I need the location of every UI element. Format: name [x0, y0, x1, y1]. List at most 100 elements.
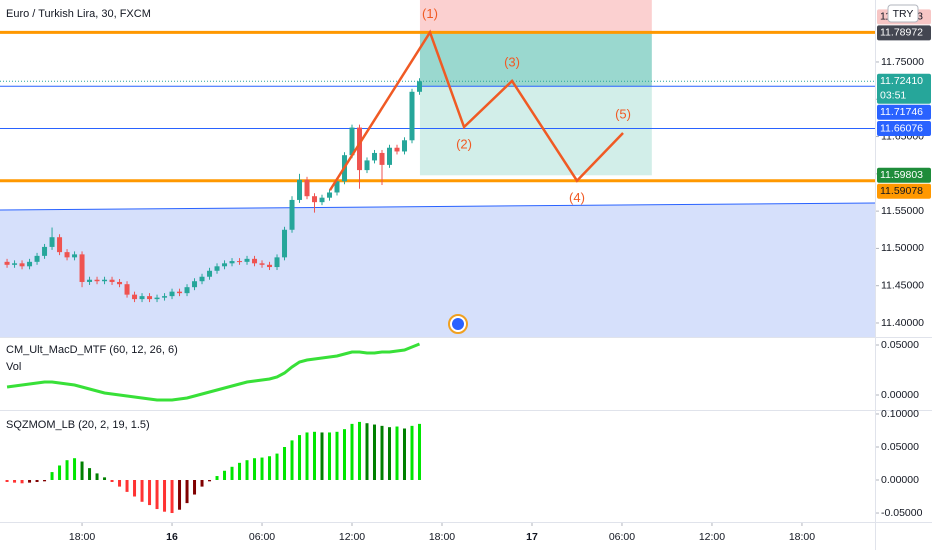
event-icon-inner: [452, 318, 464, 330]
price-badge: [877, 73, 931, 104]
candle-body: [267, 264, 273, 268]
stop-zone: [419, 0, 652, 33]
candle-body: [4, 261, 10, 265]
candle-body: [222, 263, 228, 267]
candle-body: [214, 266, 220, 271]
plot-area: (1) (2) (3) (4) (5): [0, 0, 879, 526]
candle-body: [327, 192, 333, 198]
y-tick-label: 11.45000: [881, 279, 924, 291]
wave-label: (1): [422, 6, 438, 21]
candle-body: [394, 147, 400, 152]
y-tick-label: 0.10000: [881, 408, 919, 420]
y-tick-label: 11.50000: [881, 242, 924, 254]
candle-body: [229, 261, 235, 264]
x-tick-label: 18:00: [429, 531, 455, 543]
candle-body: [252, 258, 258, 264]
indicator-title: CM_Ult_MacD_MTF (60, 12, 26, 6): [6, 344, 178, 356]
candle-body: [409, 91, 415, 141]
price-badge: [877, 104, 931, 120]
price-badge-label: 11.59078: [880, 185, 923, 197]
candle-body: [79, 254, 85, 282]
y-tick-label: -0.05000: [881, 507, 923, 519]
candle-body: [139, 296, 145, 300]
wave-label: (2): [456, 136, 472, 151]
candle-body: [372, 152, 378, 161]
candle-body: [94, 279, 100, 282]
candle-body: [259, 263, 265, 265]
candle-body: [207, 270, 213, 277]
candle-body: [319, 197, 325, 203]
chart-title: Euro / Turkish Lira, 30, FXCM: [6, 8, 151, 20]
candle-body: [132, 294, 138, 300]
x-tick-label: 17: [526, 531, 538, 543]
candle-body: [169, 291, 175, 297]
indicator-title: SQZMOM_LB (20, 2, 19, 1.5): [6, 419, 150, 431]
macd-line: [6, 342, 421, 402]
y-tick-label: 11.55000: [881, 205, 924, 217]
candle-body: [274, 257, 280, 268]
price-badge-label: 11.78972: [880, 27, 923, 39]
x-tick-label: 16: [166, 531, 178, 543]
wave-label: (3): [504, 54, 520, 69]
support-zone: [0, 202, 875, 337]
y-tick-label: 0.05000: [881, 441, 919, 453]
wave-label: (5): [615, 106, 631, 121]
candle-body: [282, 229, 288, 258]
y-tick-label: 0.05000: [881, 339, 919, 351]
x-tick-label: 18:00: [69, 531, 95, 543]
price-badge-label: 11.72410: [880, 75, 923, 87]
candle-body: [357, 127, 363, 171]
candle-body: [334, 181, 340, 193]
candle-body: [27, 261, 33, 267]
currency-label: TRY: [893, 8, 914, 20]
candle-body: [147, 296, 153, 300]
target-zone: [419, 32, 652, 87]
x-tick-label: 06:00: [609, 531, 635, 543]
candle-body: [42, 246, 48, 256]
x-tick-label: 06:00: [249, 531, 275, 543]
wave-label: (4): [569, 190, 585, 205]
y-tick-label: 11.75000: [881, 56, 924, 68]
countdown: 03:51: [880, 90, 906, 102]
candle-body: [304, 179, 310, 197]
candle-body: [34, 255, 40, 262]
candle-body: [364, 160, 370, 171]
candle-body: [124, 284, 130, 295]
x-tick-label: 12:00: [339, 531, 365, 543]
candle-body: [417, 81, 423, 92]
candle-body: [312, 196, 318, 203]
candle-body: [184, 287, 190, 294]
currency-badge[interactable]: [887, 4, 919, 23]
candle-body: [87, 279, 93, 282]
x-tick-label: 18:00: [789, 531, 815, 543]
price-badge-label: 11.66076: [880, 122, 923, 134]
candle-body: [109, 279, 115, 282]
candle-body: [199, 276, 205, 282]
candle-body: [177, 291, 183, 294]
candle-body: [12, 263, 18, 265]
candle-body: [19, 263, 25, 267]
candle-body: [349, 127, 355, 156]
price-badge-label: 11.71746: [880, 106, 923, 118]
candle-body: [49, 237, 55, 247]
candle-body: [379, 152, 385, 165]
price-badge: [877, 25, 931, 41]
candle-body: [64, 252, 70, 258]
candle-body: [72, 254, 78, 258]
candle-body: [244, 258, 250, 262]
candle-body: [102, 279, 108, 282]
price-badge-label: 11.59803: [880, 169, 923, 181]
candle-body: [237, 261, 243, 263]
candle-body: [192, 281, 198, 288]
wave-path: [328, 29, 624, 191]
candle-body: [402, 140, 408, 152]
candle-body: [57, 237, 63, 253]
y-tick-label: 0.00000: [881, 474, 919, 486]
candle-body: [117, 281, 123, 285]
y-tick-label: 0.00000: [881, 389, 919, 401]
candle-body: [154, 297, 160, 300]
y-tick-label: 11.40000: [881, 317, 924, 329]
zone-line: [0, 202, 876, 211]
price-badge: [877, 183, 931, 199]
